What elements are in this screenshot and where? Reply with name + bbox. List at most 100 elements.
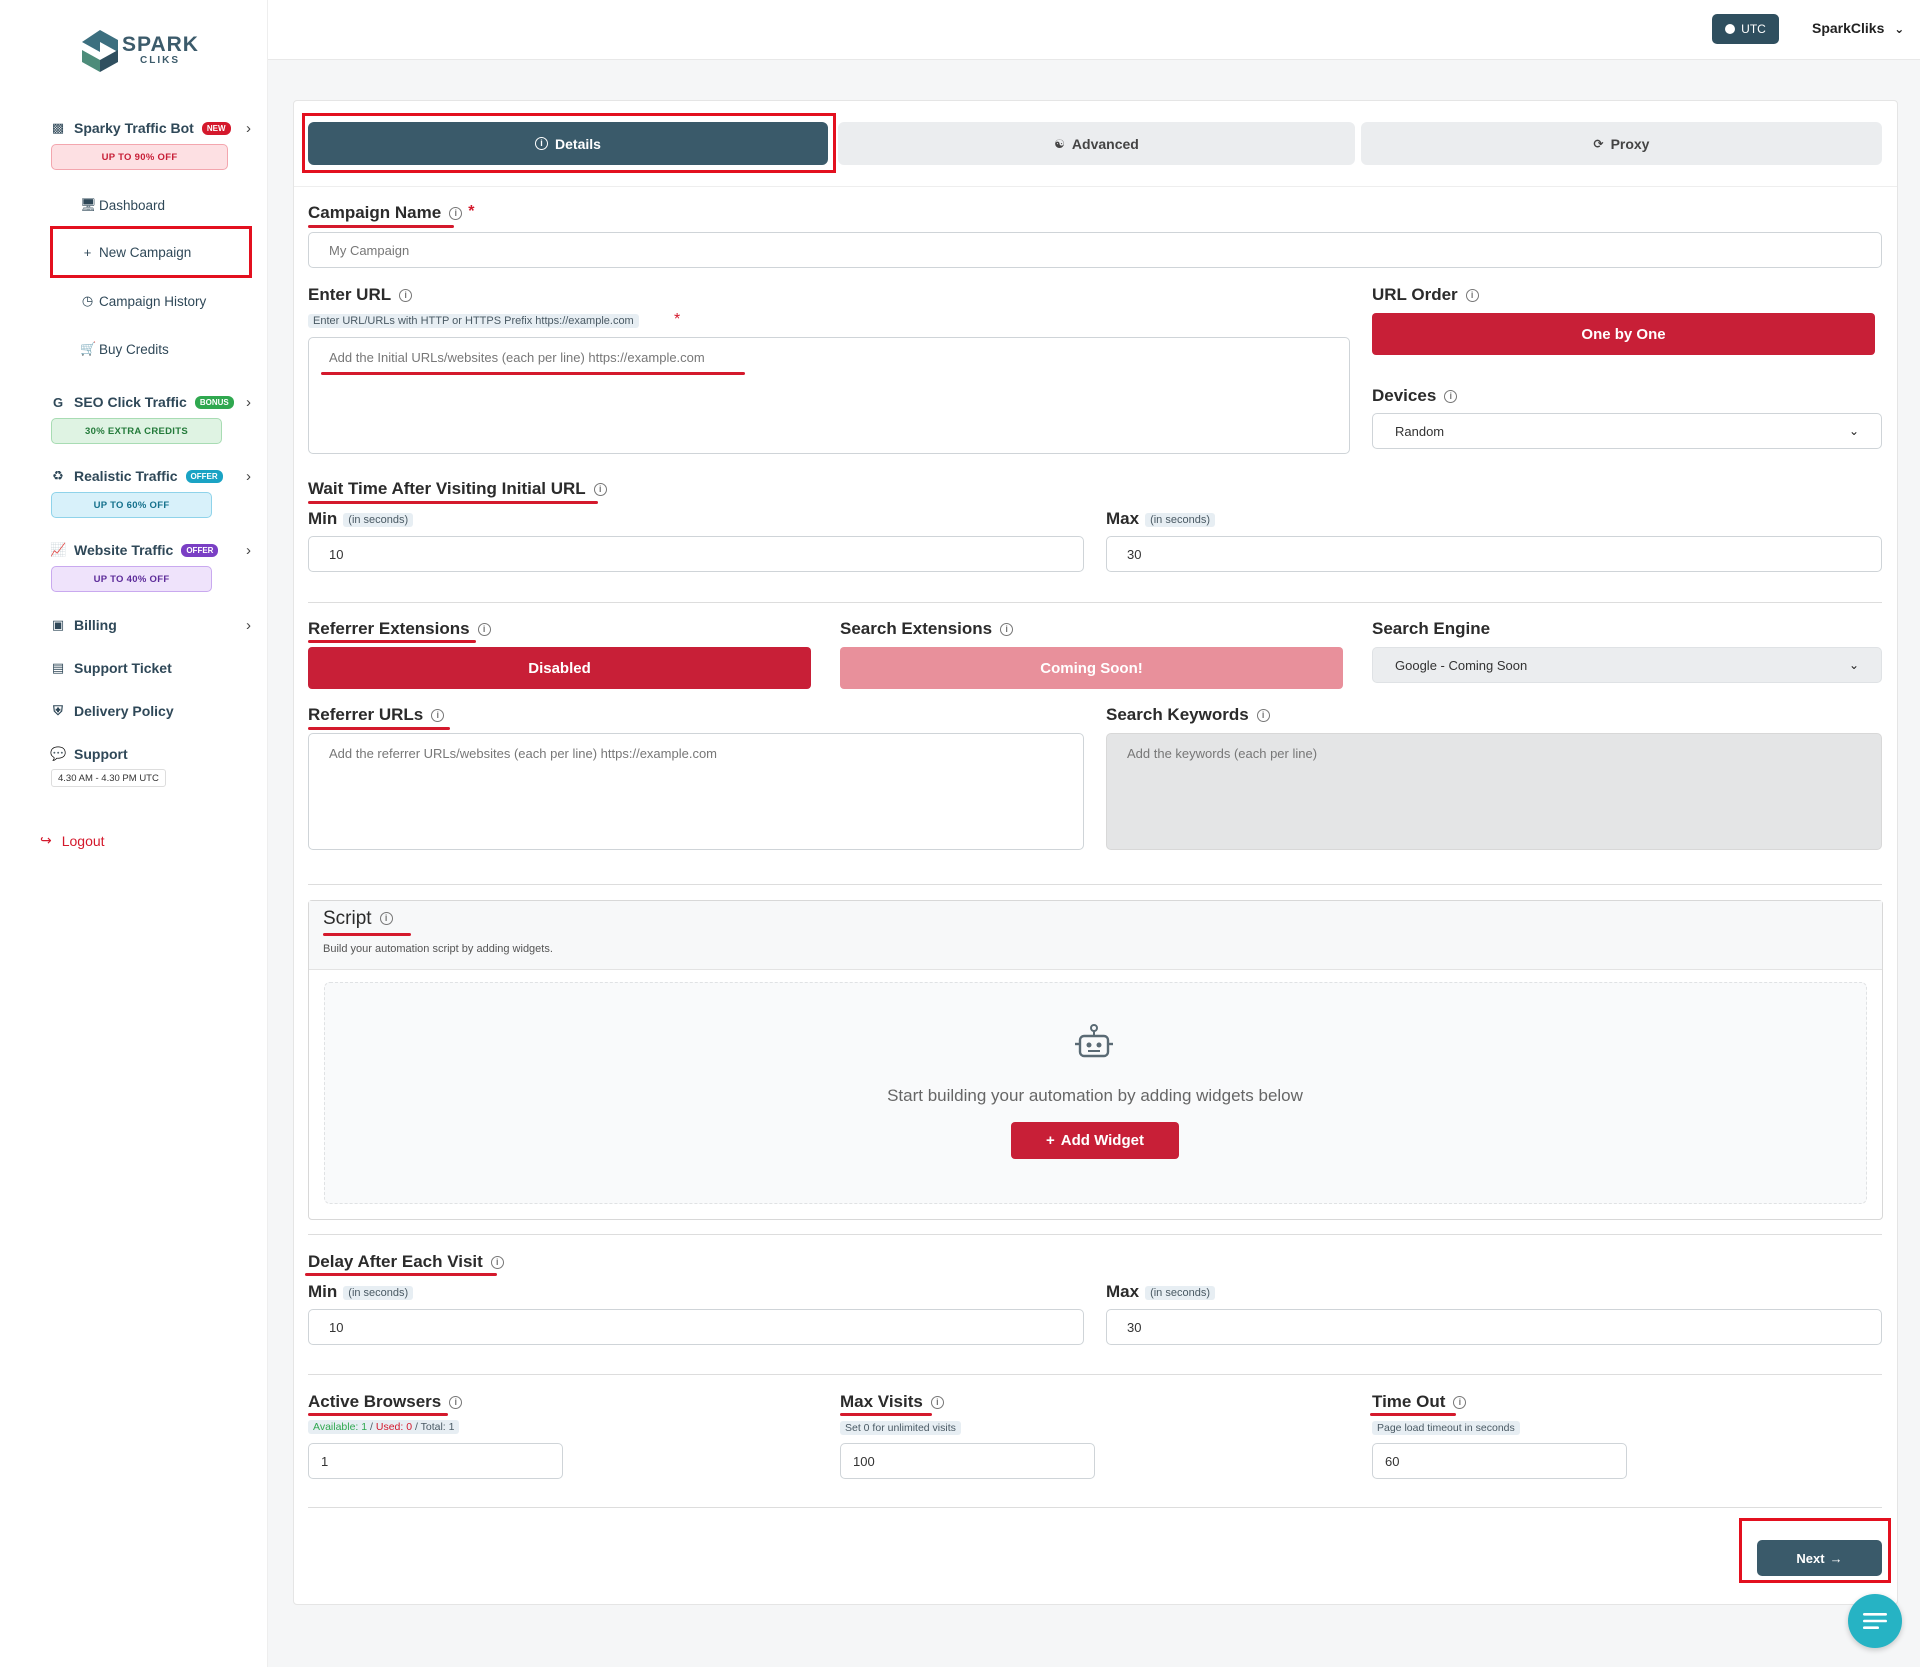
- arrow-right-icon: →: [1829, 1550, 1843, 1566]
- user-menu[interactable]: SparkCliks ⌄: [1812, 20, 1904, 36]
- chevron-right-icon[interactable]: ›: [246, 394, 251, 411]
- chevron-down-icon: ⌄: [1848, 424, 1859, 438]
- unit-tag: (in seconds): [1145, 512, 1215, 527]
- devices-select[interactable]: Random ⌄: [1372, 413, 1882, 449]
- time-out-input[interactable]: 60: [1372, 1443, 1627, 1479]
- time-out-label: Time Out i: [1372, 1392, 1467, 1412]
- cart-icon: 🛒: [80, 341, 97, 356]
- nav-support-ticket[interactable]: ▤ Support Ticket: [50, 660, 172, 676]
- underline-mark: [840, 1413, 932, 1416]
- timezone-button[interactable]: UTC: [1712, 14, 1779, 44]
- underline-mark: [308, 1413, 448, 1416]
- script-header: [309, 901, 1882, 970]
- wait-min-input[interactable]: 10: [308, 536, 1084, 572]
- search-extensions-label: Search Extensions i: [840, 619, 1014, 639]
- devices-value: Random: [1395, 423, 1445, 439]
- section-divider: [308, 602, 1882, 603]
- nav-realistic-traffic[interactable]: ♻ Realistic Traffic OFFER: [50, 468, 223, 484]
- max-visits-input[interactable]: 100: [840, 1443, 1095, 1479]
- underline-mark: [321, 372, 745, 375]
- sidebar-item-buy-credits[interactable]: 🛒 Buy Credits: [80, 341, 169, 357]
- search-engine-select[interactable]: Google - Coming Soon ⌄: [1372, 647, 1882, 683]
- nav-seo-click-traffic[interactable]: G SEO Click Traffic BONUS: [50, 394, 234, 410]
- chevron-down-icon: ⌄: [1894, 22, 1905, 36]
- active-browsers-input[interactable]: 1: [308, 1443, 563, 1479]
- tab-proxy[interactable]: ⟳ Proxy: [1361, 122, 1882, 165]
- referrer-urls-label-text: Referrer URLs: [308, 705, 424, 724]
- delay-max-input[interactable]: 30: [1106, 1309, 1882, 1345]
- sidebar-item-new-campaign[interactable]: + New Campaign: [80, 245, 192, 260]
- wait-max-label: Max (in seconds): [1106, 509, 1215, 529]
- underline-mark: [308, 501, 598, 504]
- script-dropzone: [324, 982, 1867, 1204]
- nav-delivery-policy[interactable]: ⛨ Delivery Policy: [50, 703, 174, 719]
- menu-lines-icon: [1863, 1613, 1887, 1629]
- delay-min-label-text: Min: [308, 1282, 338, 1301]
- offer-badge: OFFER: [181, 543, 219, 557]
- section-divider: [308, 1507, 1882, 1508]
- promo-website: UP TO 40% OFF: [51, 566, 212, 592]
- wait-max-input[interactable]: 30: [1106, 536, 1882, 572]
- time-out-hint: Page load timeout in seconds: [1372, 1421, 1520, 1435]
- unit-tag: (in seconds): [1145, 1285, 1215, 1300]
- nav-website-traffic[interactable]: 📈 Website Traffic OFFER: [50, 542, 219, 558]
- delay-label: Delay After Each Visit i: [308, 1252, 504, 1272]
- network-icon: ☯: [1054, 136, 1065, 151]
- info-icon: i: [1444, 390, 1458, 404]
- delay-max-label-text: Max: [1106, 1282, 1140, 1301]
- sidebar-item-label: Buy Credits: [99, 341, 169, 357]
- chevron-right-icon[interactable]: ›: [246, 542, 251, 559]
- chat-fab[interactable]: [1848, 1594, 1902, 1648]
- enter-url-textarea[interactable]: Add the Initial URLs/websites (each per …: [308, 337, 1350, 454]
- next-button[interactable]: Next →: [1757, 1540, 1882, 1576]
- new-badge: NEW: [201, 121, 231, 135]
- nav-support[interactable]: 💬 Support: [50, 746, 128, 762]
- referrer-extensions-button[interactable]: Disabled: [308, 647, 811, 689]
- user-name: SparkCliks: [1812, 20, 1885, 36]
- logout-link[interactable]: ↪ Logout: [40, 832, 105, 849]
- google-g-icon: G: [52, 394, 64, 410]
- url-order-button[interactable]: One by One: [1372, 313, 1875, 355]
- ticket-icon: ▤: [51, 660, 65, 675]
- browsers-available: Available: 1: [313, 1421, 368, 1433]
- campaign-name-input[interactable]: My Campaign: [308, 232, 1882, 268]
- script-title-text: Script: [323, 908, 372, 929]
- underline-mark: [305, 1273, 497, 1276]
- clock-icon: [1725, 24, 1736, 34]
- unit-tag: (in seconds): [343, 1285, 414, 1300]
- info-icon: i: [593, 483, 607, 497]
- search-extensions-button[interactable]: Coming Soon!: [840, 647, 1343, 689]
- chevron-right-icon[interactable]: ›: [246, 468, 251, 485]
- tab-advanced-label: Advanced: [1071, 135, 1139, 152]
- nav-support-ticket-label: Support Ticket: [74, 660, 172, 676]
- tab-advanced[interactable]: ☯ Advanced: [838, 122, 1355, 165]
- nav-website-label: Website Traffic: [74, 542, 174, 558]
- shield-icon: ⛨: [53, 703, 63, 718]
- logout-icon: ↪: [40, 832, 52, 848]
- tab-details[interactable]: i Details: [308, 122, 828, 165]
- chevron-down-icon: ⌄: [1848, 658, 1859, 672]
- highlight-details-tab: [302, 113, 836, 173]
- enter-url-hint: Enter URL/URLs with HTTP or HTTPS Prefix…: [308, 314, 639, 328]
- delay-label-text: Delay After Each Visit: [308, 1252, 483, 1271]
- nav-support-label: Support: [74, 746, 128, 762]
- spark-logo-icon: [82, 30, 118, 72]
- delay-min-input[interactable]: 10: [308, 1309, 1084, 1345]
- tabs-divider: [294, 186, 1897, 187]
- nav-billing[interactable]: ▣ Billing: [50, 617, 117, 633]
- nav-traffic-bot[interactable]: ▩ Sparky Traffic Bot NEW: [50, 120, 231, 136]
- search-engine-label: Search Engine: [1372, 619, 1491, 638]
- promo-traffic-bot: UP TO 90% OFF: [51, 144, 228, 170]
- chevron-right-icon[interactable]: ›: [246, 120, 251, 137]
- clock-icon: ◷: [81, 293, 94, 308]
- promo-seo: 30% EXTRA CREDITS: [51, 418, 222, 444]
- devices-label: Devices i: [1372, 386, 1458, 406]
- referrer-urls-textarea[interactable]: Add the referrer URLs/websites (each per…: [308, 733, 1084, 850]
- search-engine-value: Google - Coming Soon: [1395, 657, 1528, 673]
- sidebar-item-campaign-history[interactable]: ◷ Campaign History: [80, 293, 206, 309]
- chevron-right-icon[interactable]: ›: [246, 617, 251, 634]
- search-keywords-textarea[interactable]: Add the keywords (each per line): [1106, 733, 1882, 850]
- add-widget-button[interactable]: + Add Widget: [1011, 1122, 1179, 1159]
- wait-time-label: Wait Time After Visiting Initial URL i: [308, 479, 607, 499]
- sidebar-item-dashboard[interactable]: 🖥 Dashboard: [80, 197, 165, 213]
